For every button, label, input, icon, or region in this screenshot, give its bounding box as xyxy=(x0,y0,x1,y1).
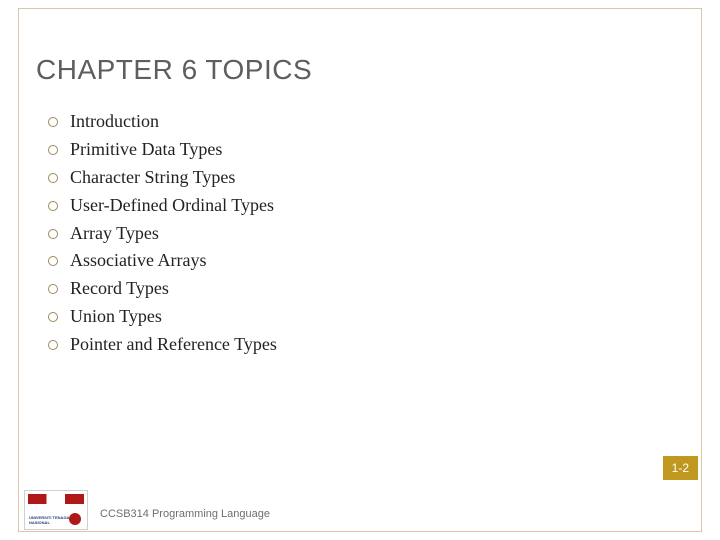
list-item: Array Types xyxy=(48,220,277,248)
footer-text: CCSB314 Programming Language xyxy=(100,508,270,520)
logo-flag-stripe xyxy=(28,494,84,504)
list-item: Record Types xyxy=(48,275,277,303)
list-item: Union Types xyxy=(48,303,277,331)
logo-red-dot xyxy=(69,513,81,525)
university-logo: UNIVERSITI TENAGA NASIONAL xyxy=(24,490,88,530)
list-item: Associative Arrays xyxy=(48,247,277,275)
slide-title: CHAPTER 6 TOPICS xyxy=(36,54,312,86)
list-item: Pointer and Reference Types xyxy=(48,331,277,359)
list-item: Introduction xyxy=(48,108,277,136)
page-number-badge: 1-2 xyxy=(663,456,698,480)
topics-list: Introduction Primitive Data Types Charac… xyxy=(48,108,277,359)
list-item: Character String Types xyxy=(48,164,277,192)
list-item: Primitive Data Types xyxy=(48,136,277,164)
list-item: User-Defined Ordinal Types xyxy=(48,192,277,220)
